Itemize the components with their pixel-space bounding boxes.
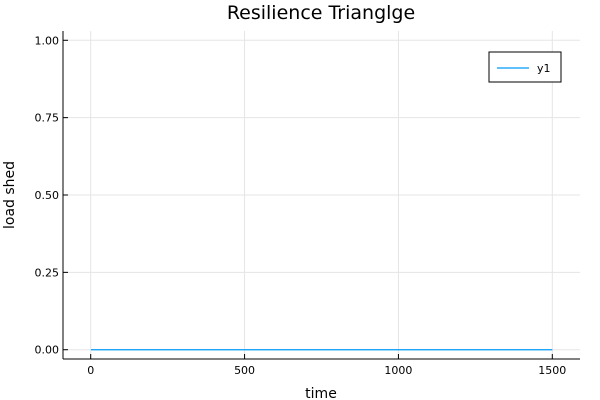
y-tick-label: 0.00 (35, 344, 60, 357)
y-tick-label: 0.25 (35, 266, 60, 279)
y-ticks: 0.00 0.25 0.50 0.75 1.00 (35, 34, 68, 357)
x-tick-label: 1000 (384, 364, 412, 377)
x-tick-label: 500 (234, 364, 255, 377)
y-axis-label: load shed (2, 161, 18, 229)
y-tick-label: 0.50 (35, 189, 60, 202)
legend-box (488, 51, 562, 83)
x-tick-label: 0 (87, 364, 94, 377)
x-tick-label: 1500 (538, 364, 566, 377)
y-tick-label: 1.00 (35, 34, 60, 47)
legend: y1 (488, 51, 562, 83)
legend-label-y1: y1 (537, 62, 551, 75)
y-tick-label: 0.75 (35, 112, 60, 125)
chart-title: Resilience Trianglge (227, 2, 415, 24)
x-ticks: 0 500 1000 1500 (87, 354, 566, 377)
x-axis-label: time (305, 386, 337, 400)
